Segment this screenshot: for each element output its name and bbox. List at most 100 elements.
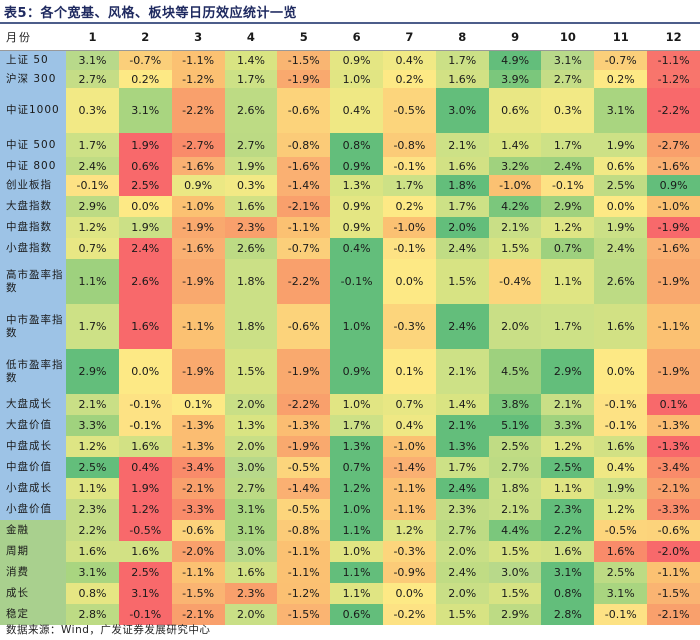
month-header: 11 (594, 24, 648, 51)
value-cell: -0.1% (118, 415, 172, 436)
value-cell: 1.0% (330, 304, 383, 349)
value-cell: 1.0% (330, 499, 383, 520)
value-cell: 1.7% (541, 133, 595, 157)
value-cell: -1.5% (647, 583, 700, 604)
table-row: 稳定 2.8% -0.1% -2.1% 2.0% -1.5% 0.6% -0.2% 1.5% 2.… (0, 604, 700, 625)
value-cell: 0.9% (171, 175, 225, 196)
value-cell: -1.3% (171, 415, 225, 436)
value-cell: 1.4% (224, 50, 278, 70)
value-cell: 1.6% (118, 436, 172, 457)
title-divider (0, 22, 700, 24)
value-cell: 0.4% (383, 415, 436, 436)
value-cell: 3.1% (66, 50, 119, 70)
table-row: 大盘价值 3.3% -0.1% -1.3% 1.3% -1.3% 1.7% 0.4% 2.1% 5… (0, 415, 700, 436)
value-cell: 1.7% (435, 457, 489, 478)
value-cell: 0.4% (330, 88, 383, 133)
value-cell: -3.4% (171, 457, 225, 478)
value-cell: 0.1% (647, 394, 700, 415)
value-cell: 2.9% (541, 196, 595, 217)
value-cell: -1.1% (277, 562, 331, 583)
value-cell: -1.5% (171, 583, 225, 604)
value-cell: 0.3% (541, 88, 595, 133)
value-cell: 1.1% (330, 520, 383, 541)
value-cell: 1.4% (488, 133, 542, 157)
value-cell: -2.0% (171, 541, 225, 562)
value-cell: 1.8% (488, 478, 542, 499)
value-cell: 0.7% (383, 394, 436, 415)
value-cell: -1.9% (171, 349, 225, 394)
value-cell: -1.0% (488, 175, 542, 196)
row-label: 中盘价值 (0, 457, 67, 478)
value-cell: -0.1% (118, 394, 172, 415)
value-cell: 2.8% (66, 604, 119, 625)
month-header: 12 (647, 24, 700, 51)
value-cell: 0.9% (330, 349, 383, 394)
value-cell: -0.1% (541, 175, 595, 196)
value-cell: -1.6% (647, 157, 700, 175)
value-cell: -2.2% (647, 88, 700, 133)
value-cell: 2.0% (435, 217, 489, 238)
value-cell: -3.3% (647, 499, 700, 520)
value-cell: 3.1% (594, 88, 648, 133)
month-header: 2 (118, 24, 172, 51)
value-cell: 2.4% (66, 157, 119, 175)
value-cell: 0.8% (330, 133, 383, 157)
calendar-effect-table: 月份 1 2 3 4 5 6 7 8 9 10 11 12 上证 50 3.1% -0.7% -1.1% 1.… (0, 24, 700, 625)
value-cell: 2.1% (541, 394, 595, 415)
table-row: 小盘指数 0.7% 2.4% -1.6% 2.6% -0.7% 0.4% -0.1% 2.4% 1… (0, 238, 700, 259)
value-cell: 3.1% (224, 499, 278, 520)
value-cell: 2.7% (224, 133, 278, 157)
value-cell: -1.1% (277, 217, 331, 238)
value-cell: -0.1% (66, 175, 119, 196)
value-cell: 1.6% (435, 70, 489, 88)
value-cell: 1.2% (541, 217, 595, 238)
value-cell: -0.6% (277, 304, 331, 349)
value-cell: 1.7% (383, 175, 436, 196)
value-cell: 2.5% (488, 436, 542, 457)
value-cell: -0.7% (277, 238, 331, 259)
value-cell: -1.9% (647, 259, 700, 304)
row-label: 中证 500 (0, 133, 67, 157)
value-cell: 3.0% (488, 562, 542, 583)
value-cell: 0.0% (118, 196, 172, 217)
value-cell: -1.9% (171, 259, 225, 304)
row-label: 成长 (0, 583, 67, 604)
value-cell: -1.2% (277, 583, 331, 604)
value-cell: 1.7% (435, 196, 489, 217)
value-cell: 3.2% (488, 157, 542, 175)
value-cell: -0.2% (383, 604, 436, 625)
value-cell: 1.7% (66, 304, 119, 349)
month-header: 9 (488, 24, 542, 51)
value-cell: 2.0% (435, 583, 489, 604)
value-cell: -1.3% (647, 415, 700, 436)
value-cell: 1.1% (541, 259, 595, 304)
value-cell: 1.2% (118, 499, 172, 520)
value-cell: 1.9% (594, 478, 648, 499)
row-label: 创业板指 (0, 175, 67, 196)
table-row: 消费 3.1% 2.5% -1.1% 1.6% -1.1% 1.1% -0.9% 2.4% 3.0… (0, 562, 700, 583)
value-cell: 2.5% (594, 562, 648, 583)
value-cell: 1.3% (330, 175, 383, 196)
value-cell: -1.6% (171, 238, 225, 259)
value-cell: 1.7% (435, 50, 489, 70)
row-label: 大盘价值 (0, 415, 67, 436)
value-cell: -3.3% (171, 499, 225, 520)
value-cell: 2.5% (66, 457, 119, 478)
value-cell: 0.3% (224, 175, 278, 196)
value-cell: -0.8% (277, 520, 331, 541)
table-row: 大盘指数 2.9% 0.0% -1.0% 1.6% -2.1% 0.9% 0.2% 1.7% 4.… (0, 196, 700, 217)
value-cell: 0.4% (118, 457, 172, 478)
value-cell: 1.7% (541, 304, 595, 349)
value-cell: 2.5% (541, 457, 595, 478)
value-cell: 2.5% (118, 175, 172, 196)
value-cell: 2.7% (541, 70, 595, 88)
value-cell: 1.2% (383, 520, 436, 541)
value-cell: 1.0% (330, 394, 383, 415)
value-cell: 3.1% (541, 562, 595, 583)
row-label: 高市盈率指数 (0, 259, 67, 304)
value-cell: 2.9% (66, 196, 119, 217)
value-cell: 1.7% (224, 70, 278, 88)
value-cell: -0.1% (118, 604, 172, 625)
value-cell: -0.6% (647, 520, 700, 541)
table-row: 成长 0.8% 3.1% -1.5% 2.3% -1.2% 1.1% 0.0% 2.0% 1.5%… (0, 583, 700, 604)
